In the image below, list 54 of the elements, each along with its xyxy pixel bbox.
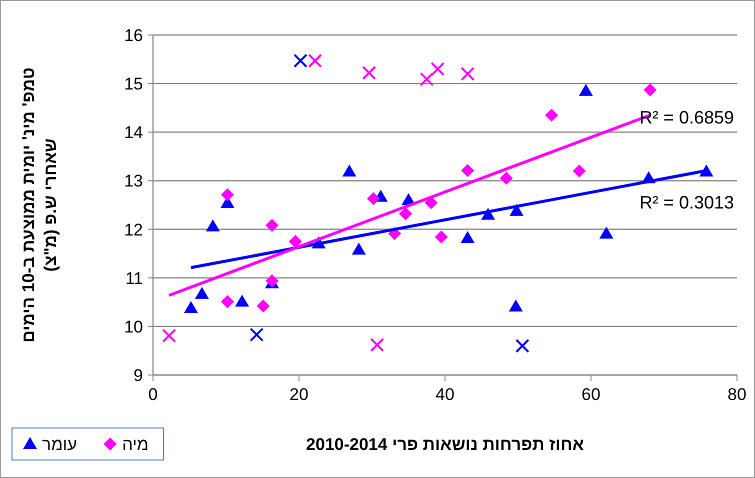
point [293, 54, 308, 68]
point [430, 62, 445, 76]
y-tick-label: 15 [124, 74, 143, 94]
point [460, 231, 475, 244]
point [460, 66, 475, 81]
point [599, 226, 614, 239]
point [515, 338, 530, 353]
point [352, 242, 366, 255]
point [545, 108, 558, 122]
y-tick-label: 16 [124, 26, 143, 45]
point [434, 230, 448, 244]
point [194, 286, 209, 299]
point [250, 328, 264, 342]
x-tick-label: 60 [582, 385, 600, 404]
point [508, 300, 523, 312]
x-axis-title: אחוז תפרחות נושאות פרי 2010-2014 [306, 435, 584, 454]
point [366, 192, 380, 206]
y-tick-label: 10 [124, 317, 143, 336]
point [265, 218, 278, 232]
point [644, 83, 657, 96]
point [399, 207, 412, 220]
y-tick-label: 13 [124, 172, 143, 191]
point [370, 338, 384, 352]
point [308, 54, 322, 68]
point [572, 164, 586, 178]
point [220, 295, 234, 308]
y-axis-title: טמפ' מינ' יומית ממוצעת ב-10 הימים שאחרי ש.פ (מ"צ) [19, 67, 60, 343]
point [510, 204, 524, 216]
x-tick-label: 40 [436, 385, 454, 404]
point [342, 164, 356, 176]
point [424, 196, 438, 210]
point [362, 66, 376, 80]
y-tick-label: 9 [134, 366, 143, 385]
legend-label: עומר [42, 435, 78, 454]
x-tick-label: 20 [290, 385, 308, 404]
annotation: R² = 0.3013 [639, 192, 734, 212]
point [578, 84, 593, 96]
legend-label: מיה [122, 435, 149, 454]
point [184, 300, 198, 313]
point [461, 164, 474, 178]
point [256, 300, 270, 313]
point [500, 172, 513, 185]
point [162, 328, 176, 343]
x-tick-label: 80 [728, 385, 746, 404]
y-tick-label: 12 [124, 220, 143, 240]
x-tick-label: 0 [148, 385, 158, 404]
point [420, 72, 434, 86]
point [206, 219, 220, 232]
y-tick-label: 14 [124, 123, 143, 142]
point [220, 188, 234, 202]
y-tick-label: 11 [125, 268, 143, 288]
point [235, 294, 250, 307]
annotation: R² = 0.6859 [639, 107, 734, 128]
point [288, 234, 302, 248]
